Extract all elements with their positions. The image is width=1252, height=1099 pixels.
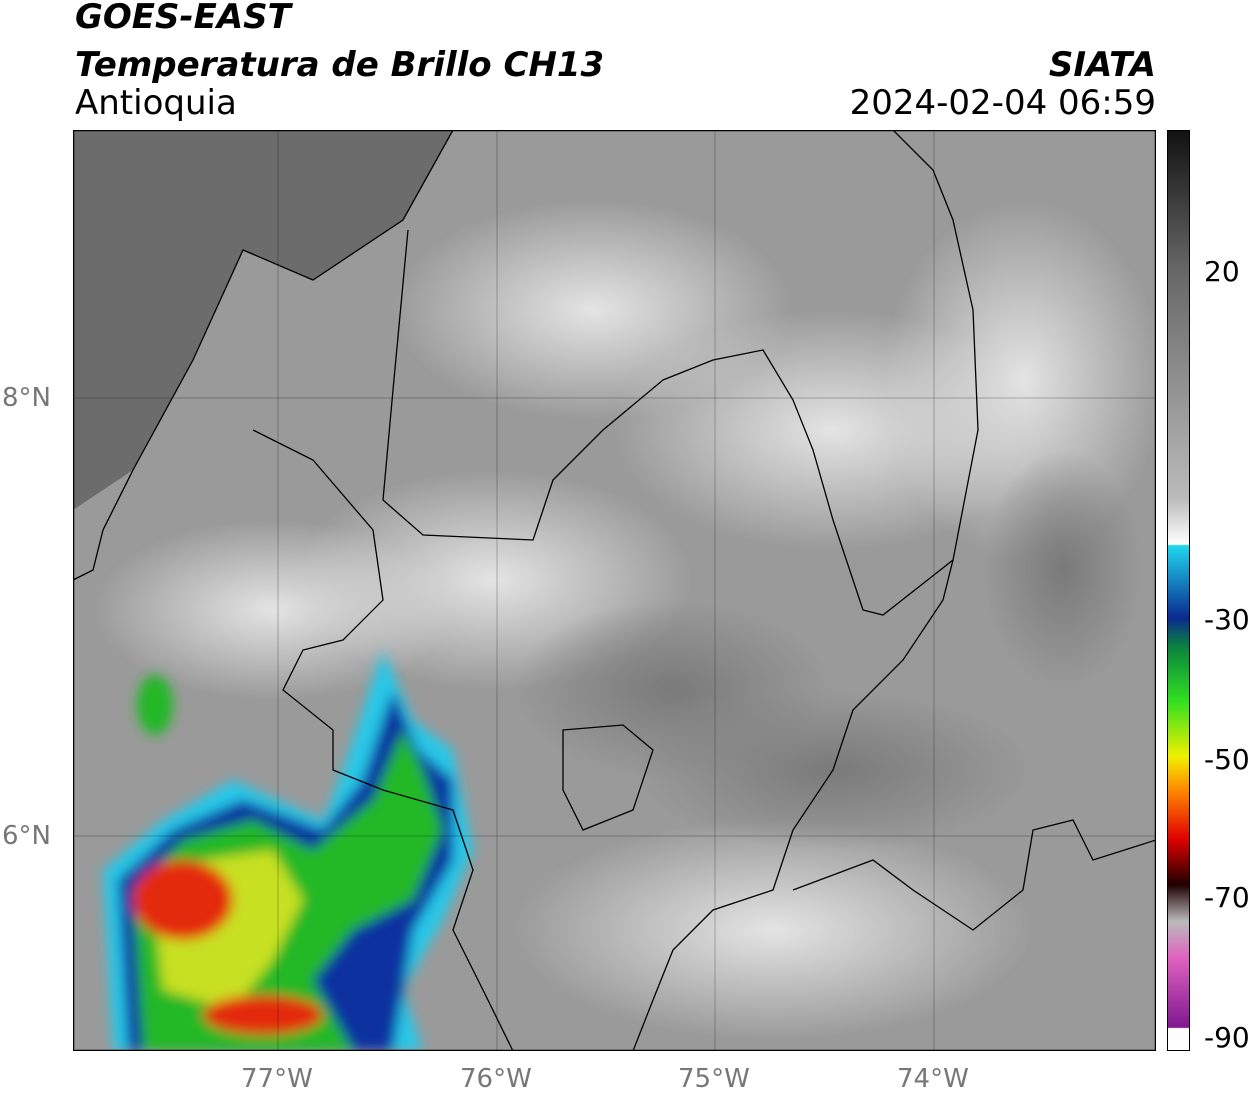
colorbar-label: -30 (1204, 603, 1250, 636)
colorbar-ramp (1167, 130, 1190, 1051)
region: Antioquia (75, 83, 237, 123)
sea (73, 130, 453, 510)
clouds (93, 200, 1156, 1040)
lon-label: 76°W (460, 1064, 532, 1094)
source: SIATA (1048, 45, 1156, 85)
lat-label: 6°N (2, 821, 51, 851)
lon-label: 77°W (241, 1064, 313, 1094)
colorbar-label: -50 (1204, 743, 1250, 776)
borders (73, 130, 1156, 1051)
title: GOES-EAST (75, 0, 291, 37)
subtitle: Temperatura de Brillo CH13 (75, 45, 605, 85)
frame (73, 130, 1156, 1051)
colorbar (1167, 130, 1190, 1051)
storm (103, 650, 473, 1051)
lat-label: 8°N (2, 383, 51, 413)
datetime: 2024-02-04 06:59 (849, 83, 1156, 123)
graticule (73, 130, 1156, 1051)
lon-label: 75°W (678, 1064, 750, 1094)
colorbar-label: 20 (1204, 255, 1240, 288)
lon-label: 74°W (897, 1064, 969, 1094)
colorbar-label: -70 (1204, 881, 1250, 914)
colorbar-label: -90 (1204, 1021, 1250, 1054)
map (73, 130, 1156, 1051)
